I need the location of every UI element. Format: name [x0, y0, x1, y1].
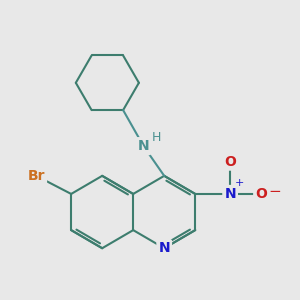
Text: H: H	[152, 130, 161, 144]
Text: N: N	[224, 187, 236, 201]
Text: Br: Br	[28, 169, 45, 183]
Text: O: O	[255, 187, 267, 201]
Text: −: −	[268, 184, 281, 199]
Text: O: O	[224, 154, 236, 169]
Text: N: N	[138, 139, 149, 153]
Text: +: +	[235, 178, 244, 188]
Text: N: N	[158, 241, 170, 255]
